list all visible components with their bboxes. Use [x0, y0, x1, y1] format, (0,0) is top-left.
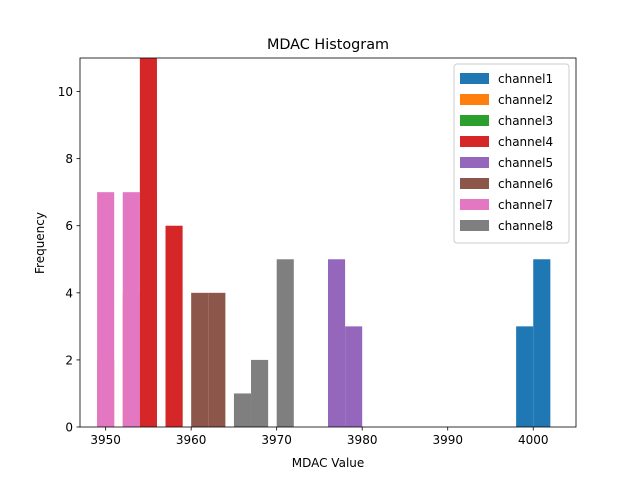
- legend-swatch-channel4: [460, 136, 489, 147]
- y-axis-label: Frequency: [33, 212, 47, 274]
- x-tick-label: 3980: [347, 433, 378, 447]
- legend-swatch-channel5: [460, 157, 489, 168]
- legend-label-channel2: channel2: [498, 93, 553, 107]
- x-tick-label: 3970: [261, 433, 292, 447]
- legend: channel1 channel2 channel3 channel4 channel5…: [453, 63, 570, 244]
- bar-channel8-1: [251, 359, 269, 427]
- x-axis-label: MDAC Value: [292, 456, 365, 470]
- y-tick-label: 0: [65, 421, 73, 435]
- bar-channel4-1: [165, 225, 183, 427]
- bar-channel7-1: [122, 192, 140, 427]
- bar-channel8-0: [233, 393, 252, 427]
- bar-channel7-0: [97, 192, 115, 427]
- legend-label-channel8: channel8: [498, 219, 553, 233]
- legend-label-channel7: channel7: [498, 198, 553, 212]
- y-axis-ticks: 0 2 4 6 8 10: [58, 85, 80, 435]
- x-tick-label: 4000: [518, 433, 549, 447]
- legend-frame: [453, 63, 570, 244]
- x-tick-label: 3950: [90, 433, 121, 447]
- y-tick-label: 4: [65, 286, 73, 300]
- bar-channel5-1: [345, 326, 363, 427]
- x-axis-ticks: 3950 3960 3970 3980 3990 4000: [90, 427, 549, 447]
- axes-frame: [79, 57, 577, 428]
- bar-channel6-1: [208, 292, 226, 427]
- bar-channel1-1: [533, 259, 551, 427]
- legend-label-channel4: channel4: [498, 135, 553, 149]
- chart-title: MDAC Histogram: [267, 37, 389, 53]
- legend-swatch-channel2: [460, 94, 489, 105]
- bar-channel8-2: [276, 259, 294, 427]
- y-tick-label: 6: [65, 219, 73, 233]
- y-tick-label: 8: [65, 152, 73, 166]
- bar-channel1-0: [516, 326, 534, 427]
- legend-label-channel6: channel6: [498, 177, 553, 191]
- bar-channel5-0: [328, 259, 346, 427]
- legend-swatch-channel1: [460, 73, 489, 84]
- legend-label-channel1: channel1: [498, 72, 553, 86]
- legend-label-channel3: channel3: [498, 114, 553, 128]
- legend-swatch-channel8: [460, 220, 489, 231]
- y-tick-label: 10: [58, 85, 73, 99]
- legend-swatch-channel6: [460, 178, 489, 189]
- bar-channel4-0: [139, 58, 157, 427]
- legend-label-channel5: channel5: [498, 156, 553, 170]
- x-tick-label: 3960: [176, 433, 207, 447]
- bars-layer: [97, 58, 551, 427]
- bar-channel6-0: [191, 292, 209, 427]
- x-tick-label: 3990: [432, 433, 463, 447]
- legend-swatch-channel3: [460, 115, 489, 126]
- y-tick-label: 2: [65, 353, 73, 367]
- legend-swatch-channel7: [460, 199, 489, 210]
